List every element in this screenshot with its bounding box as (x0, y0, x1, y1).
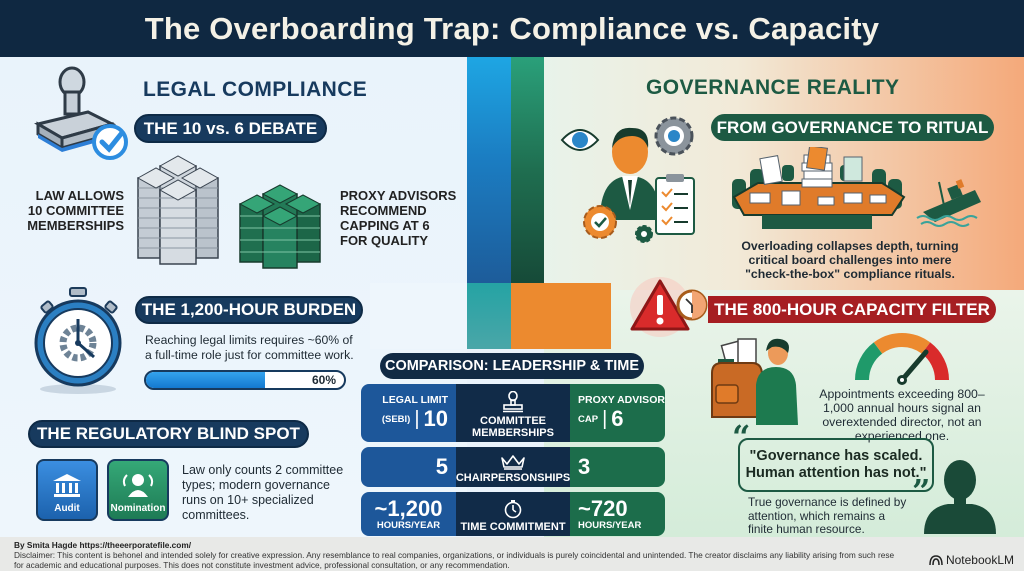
capacity-heading: THE 800-HOUR CAPACITY FILTER (708, 296, 996, 323)
comparison-row-time: ~1,200 HOURS/YEAR TIME COMMITMENT ~720 H… (361, 492, 665, 536)
stamp-icon (503, 390, 523, 413)
ritual-text: Overloading collapses depth, turning cri… (741, 239, 959, 282)
audit-tile-label: Audit (54, 503, 80, 514)
blind-spot-text: Law only counts 2 committee types; moder… (182, 463, 344, 522)
progress-fill (146, 372, 265, 388)
legal-limit-cell: LEGAL LIMIT (SEBI) | 10 (361, 384, 456, 442)
proxy-cap-cell: PROXY ADVISOR CAP | 6 (570, 384, 665, 442)
disclaimer-line-1: Disclaimer: This content is behonel and … (14, 550, 894, 560)
capacity-text: Appointments exceeding 800–1,000 annual … (819, 387, 985, 444)
chairpersonships-cell: CHAIRPERSONSHIPS (456, 447, 570, 487)
grey-stack-icon (136, 155, 220, 265)
governance-reality-title: GOVERNANCE REALITY (646, 76, 900, 99)
header: The Overboarding Trap: Compliance vs. Ca… (0, 0, 1024, 57)
comparison-row-memberships: LEGAL LIMIT (SEBI) | 10 COMMITTEE MEMBER… (361, 384, 665, 442)
bank-icon (53, 474, 81, 497)
stamp-check-icon (34, 66, 128, 160)
comparison-row-chairpersonships: 5 CHAIRPERSONSHIPS 3 (361, 447, 665, 487)
crown-icon (501, 455, 525, 470)
proxy-advisors-text: PROXY ADVISORS RECOMMEND CAPPING AT 6 FO… (340, 188, 457, 248)
blind-spot-heading: THE REGULATORY BLIND SPOT (28, 420, 309, 448)
footer: By Smita Hagde https://theeerporatefile.… (0, 537, 1024, 571)
burden-progress-bar: 60% (144, 370, 346, 390)
disclaimer-line-2: for academic and educational purposes. T… (14, 559, 510, 570)
progress-label: 60% (311, 373, 336, 387)
decor-strip-orange (511, 283, 611, 349)
notebooklm-logo-icon (929, 555, 943, 565)
decor-strip-light (370, 283, 467, 349)
person-silhouette-icon (924, 460, 996, 534)
byline: By Smita Hagde https://theeerporatefile.… (14, 540, 192, 550)
burden-heading: THE 1,200-HOUR BURDEN (135, 296, 363, 324)
nomination-tile: Nomination (107, 459, 169, 521)
decor-strip-green (511, 57, 544, 283)
decor-strip-teal (467, 283, 511, 349)
ritual-heading: FROM GOVERNANCE TO RITUAL (711, 114, 994, 141)
committee-memberships-cell: COMMITTEE MEMBERSHIPS (456, 384, 570, 442)
proxy-hours-cell: ~720 HOURS/YEAR (570, 492, 665, 536)
green-stack-icon (238, 184, 322, 269)
close-quote-icon: ” (912, 472, 931, 510)
people-icon (122, 474, 154, 497)
time-commitment-cell: TIME COMMITMENT (456, 492, 570, 536)
decor-strip-blue (467, 57, 511, 283)
nomination-tile-label: Nomination (110, 503, 166, 514)
warning-clock-icon (630, 277, 708, 337)
quote-box: "Governance has scaled. Human attention … (738, 438, 934, 492)
debate-heading: THE 10 vs. 6 DEBATE (134, 114, 327, 143)
law-allows-text: LAW ALLOWS 10 COMMITTEE MEMBERSHIPS (27, 188, 124, 233)
sinking-ship-icon (916, 179, 981, 227)
legal-hours-cell: ~1,200 HOURS/YEAR (361, 492, 456, 536)
notebooklm-brand: NotebookLM (929, 553, 1014, 567)
stopwatch-icon (504, 499, 522, 519)
audit-tile: Audit (36, 459, 98, 521)
gauge-icon (855, 333, 949, 385)
director-oversight-icon (560, 116, 695, 243)
burden-text: Reaching legal limits requires ~60% of a… (145, 333, 354, 362)
quote-subtext: True governance is defined by attention,… (748, 495, 907, 537)
legal-chair-cell: 5 (361, 447, 456, 487)
boardroom-table-icon (732, 147, 906, 229)
comparison-heading: COMPARISON: LEADERSHIP & TIME (380, 353, 644, 379)
legal-compliance-title: LEGAL COMPLIANCE (143, 78, 368, 101)
overloaded-director-icon (711, 338, 798, 425)
proxy-chair-cell: 3 (570, 447, 665, 487)
stopwatch-gear-icon (34, 287, 122, 394)
page-title: The Overboarding Trap: Compliance vs. Ca… (144, 10, 880, 46)
